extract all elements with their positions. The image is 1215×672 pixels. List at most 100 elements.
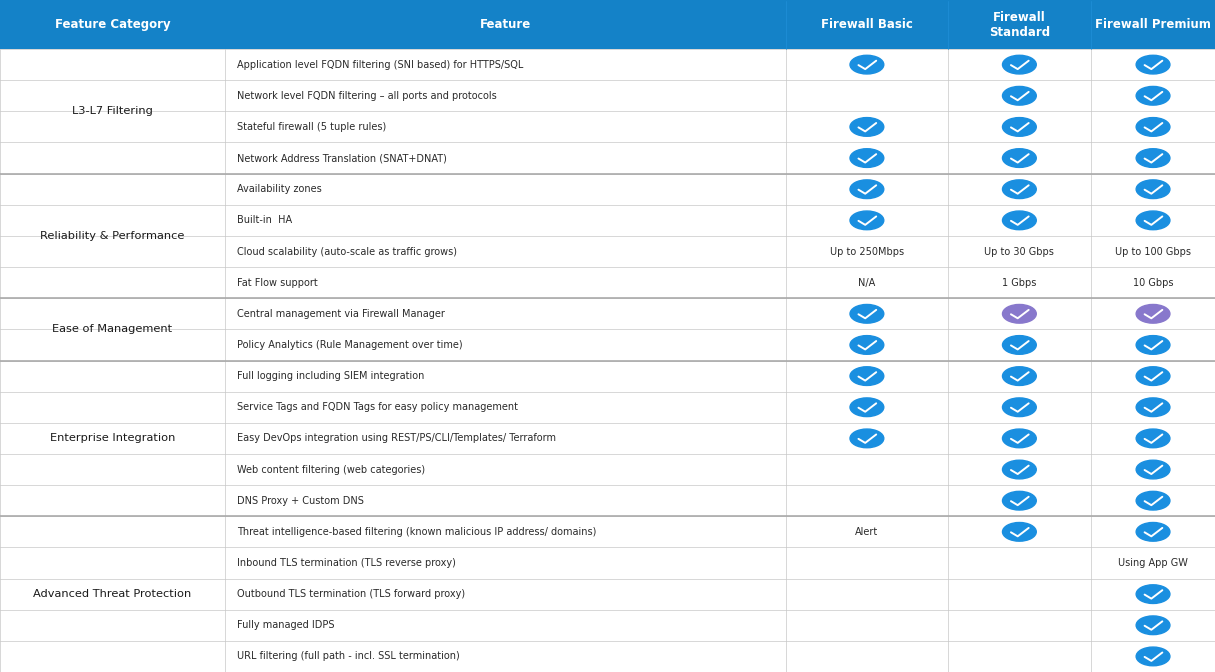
Circle shape [1002,211,1036,230]
Bar [0,610,1215,641]
Bar [0,454,1215,485]
Bar [0,80,1215,112]
Bar [0,0,1215,49]
Text: L3-L7 Filtering: L3-L7 Filtering [72,106,153,116]
Text: Central management via Firewall Manager: Central management via Firewall Manager [237,309,445,319]
Text: Fat Flow support: Fat Flow support [237,278,317,288]
Bar [0,360,1215,392]
Text: Feature Category: Feature Category [55,18,170,31]
Bar [0,142,1215,173]
Circle shape [1136,429,1170,448]
Bar [0,485,1215,516]
Circle shape [1002,55,1036,74]
Text: 10 Gbps: 10 Gbps [1132,278,1174,288]
Text: Network level FQDN filtering – all ports and protocols: Network level FQDN filtering – all ports… [237,91,497,101]
Circle shape [1002,491,1036,510]
Text: Application level FQDN filtering (SNI based) for HTTPS/SQL: Application level FQDN filtering (SNI ba… [237,60,524,70]
Circle shape [1136,180,1170,198]
Text: Up to 250Mbps: Up to 250Mbps [830,247,904,257]
Circle shape [1136,460,1170,479]
Circle shape [1002,523,1036,541]
Circle shape [1136,87,1170,105]
Text: Firewall
Standard: Firewall Standard [989,11,1050,38]
Bar [0,516,1215,548]
Text: URL filtering (full path - incl. SSL termination): URL filtering (full path - incl. SSL ter… [237,651,459,661]
Circle shape [1136,118,1170,136]
Circle shape [850,398,883,417]
Text: Fully managed IDPS: Fully managed IDPS [237,620,334,630]
Text: Firewall Basic: Firewall Basic [821,18,912,31]
Text: Threat intelligence-based filtering (known malicious IP address/ domains): Threat intelligence-based filtering (kno… [237,527,597,537]
Circle shape [1136,647,1170,666]
Text: Up to 100 Gbps: Up to 100 Gbps [1115,247,1191,257]
Circle shape [850,149,883,167]
Bar [0,205,1215,236]
Circle shape [850,429,883,448]
Circle shape [1136,491,1170,510]
Text: Built-in  HA: Built-in HA [237,215,292,225]
Circle shape [1136,304,1170,323]
Circle shape [1136,55,1170,74]
Bar [0,641,1215,672]
Circle shape [850,118,883,136]
Text: Firewall Premium: Firewall Premium [1095,18,1211,31]
Text: Availability zones: Availability zones [237,184,322,194]
Text: Stateful firewall (5 tuple rules): Stateful firewall (5 tuple rules) [237,122,386,132]
Circle shape [1136,616,1170,634]
Text: Full logging including SIEM integration: Full logging including SIEM integration [237,371,424,381]
Text: Using App GW: Using App GW [1118,558,1188,568]
Bar [0,236,1215,267]
Circle shape [1136,367,1170,386]
Text: Ease of Management: Ease of Management [52,325,173,335]
Circle shape [850,55,883,74]
Text: 1 Gbps: 1 Gbps [1002,278,1036,288]
Circle shape [1002,118,1036,136]
Circle shape [850,335,883,354]
Bar [0,548,1215,579]
Text: Enterprise Integration: Enterprise Integration [50,433,175,444]
Circle shape [1002,398,1036,417]
Text: Web content filtering (web categories): Web content filtering (web categories) [237,464,425,474]
Text: Feature: Feature [480,18,531,31]
Text: N/A: N/A [858,278,876,288]
Text: DNS Proxy + Custom DNS: DNS Proxy + Custom DNS [237,496,363,506]
Bar [0,173,1215,205]
Circle shape [1136,211,1170,230]
Circle shape [1002,367,1036,386]
Circle shape [1136,398,1170,417]
Bar [0,392,1215,423]
Text: Advanced Threat Protection: Advanced Threat Protection [33,589,192,599]
Text: Up to 30 Gbps: Up to 30 Gbps [984,247,1055,257]
Circle shape [1136,585,1170,603]
Text: Alert: Alert [855,527,878,537]
Text: Cloud scalability (auto-scale as traffic grows): Cloud scalability (auto-scale as traffic… [237,247,457,257]
Text: Inbound TLS termination (TLS reverse proxy): Inbound TLS termination (TLS reverse pro… [237,558,456,568]
Bar [0,49,1215,80]
Circle shape [1136,335,1170,354]
Circle shape [1136,149,1170,167]
Text: Reliability & Performance: Reliability & Performance [40,231,185,241]
Bar [0,423,1215,454]
Circle shape [1002,335,1036,354]
Bar [0,579,1215,610]
Text: Easy DevOps integration using REST/PS/CLI/Templates/ Terraform: Easy DevOps integration using REST/PS/CL… [237,433,556,444]
Circle shape [850,211,883,230]
Text: Policy Analytics (Rule Management over time): Policy Analytics (Rule Management over t… [237,340,463,350]
Bar [0,112,1215,142]
Circle shape [850,304,883,323]
Circle shape [850,367,883,386]
Circle shape [1002,304,1036,323]
Circle shape [850,180,883,198]
Circle shape [1136,523,1170,541]
Text: Network Address Translation (SNAT+DNAT): Network Address Translation (SNAT+DNAT) [237,153,447,163]
Text: Service Tags and FQDN Tags for easy policy management: Service Tags and FQDN Tags for easy poli… [237,403,518,412]
Bar [0,267,1215,298]
Circle shape [1002,149,1036,167]
Bar [0,298,1215,329]
Circle shape [1002,429,1036,448]
Bar [0,329,1215,360]
Circle shape [1002,87,1036,105]
Circle shape [1002,180,1036,198]
Circle shape [1002,460,1036,479]
Text: Outbound TLS termination (TLS forward proxy): Outbound TLS termination (TLS forward pr… [237,589,465,599]
